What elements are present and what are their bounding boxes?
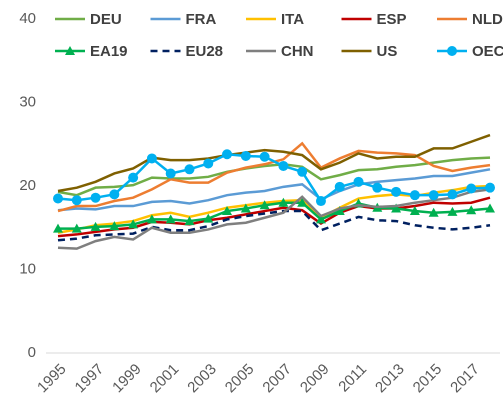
marker	[240, 203, 251, 213]
marker	[353, 176, 364, 187]
series-line	[58, 201, 491, 230]
marker	[109, 221, 120, 231]
marker	[203, 213, 214, 223]
legend-label: EU28	[186, 43, 224, 60]
marker	[146, 214, 157, 224]
legend-label: OECD	[472, 43, 503, 60]
y-tick-label: 10	[19, 260, 36, 277]
marker	[391, 203, 402, 213]
marker	[428, 207, 439, 217]
marker	[128, 172, 139, 183]
legend-label: EA19	[90, 43, 128, 60]
marker	[334, 206, 345, 216]
marker	[447, 206, 458, 216]
y-tick-label: 20	[19, 177, 36, 194]
marker	[297, 197, 308, 207]
marker	[222, 206, 233, 216]
legend-marker	[447, 46, 457, 56]
legend-label: DEU	[90, 11, 122, 28]
marker	[391, 186, 402, 197]
x-tick-label: 1999	[109, 361, 145, 397]
marker	[71, 195, 82, 206]
marker	[184, 164, 195, 175]
marker	[240, 150, 251, 161]
marker	[259, 200, 270, 210]
marker	[146, 153, 157, 164]
marker	[372, 182, 383, 193]
marker	[90, 221, 101, 231]
marker	[128, 219, 139, 229]
series-line	[57, 209, 491, 242]
x-tick-label: 1997	[72, 361, 108, 397]
marker	[71, 223, 82, 233]
marker	[90, 192, 101, 203]
marker	[466, 183, 477, 194]
series-line	[57, 168, 491, 212]
legend-label: FRA	[186, 11, 217, 28]
marker	[447, 189, 458, 200]
legend-label: NLD	[472, 11, 503, 28]
marker	[203, 158, 214, 169]
x-tick-label: 2001	[147, 361, 183, 397]
marker	[278, 197, 289, 207]
marker	[466, 205, 477, 215]
x-tick-label: 2017	[447, 361, 483, 397]
legend-label: US	[377, 43, 398, 60]
x-tick-label: 2005	[222, 361, 258, 397]
marker	[259, 151, 270, 162]
y-tick-label: 40	[19, 10, 36, 27]
series-line	[57, 133, 491, 193]
legend-label: ITA	[281, 11, 304, 28]
series-line	[57, 156, 491, 197]
marker	[315, 214, 326, 224]
marker	[334, 181, 345, 192]
series-line	[57, 188, 491, 250]
marker	[485, 182, 495, 193]
x-tick-label: 2009	[297, 361, 333, 397]
x-tick-label: 2013	[372, 361, 408, 397]
marker	[278, 160, 289, 171]
marker	[297, 166, 308, 177]
marker	[409, 190, 420, 201]
marker	[409, 206, 420, 216]
y-tick-label: 30	[19, 93, 36, 110]
marker	[165, 214, 176, 224]
x-tick-label: 2011	[335, 361, 370, 396]
y-tick-label: 0	[28, 344, 36, 361]
marker	[109, 189, 120, 200]
x-tick-label: 1995	[34, 361, 70, 397]
x-tick-label: 2015	[410, 361, 446, 397]
marker	[184, 216, 195, 226]
marker	[165, 168, 176, 179]
legend-label: ESP	[377, 11, 407, 28]
marker	[485, 203, 495, 213]
marker	[428, 190, 439, 201]
legend-marker	[65, 46, 75, 55]
legend-label: CHN	[281, 43, 314, 60]
marker	[53, 193, 63, 204]
x-tick-label: 2007	[259, 361, 295, 397]
marker	[315, 196, 326, 207]
marker	[53, 223, 63, 233]
x-tick-label: 2003	[184, 361, 220, 397]
marker	[222, 149, 233, 160]
